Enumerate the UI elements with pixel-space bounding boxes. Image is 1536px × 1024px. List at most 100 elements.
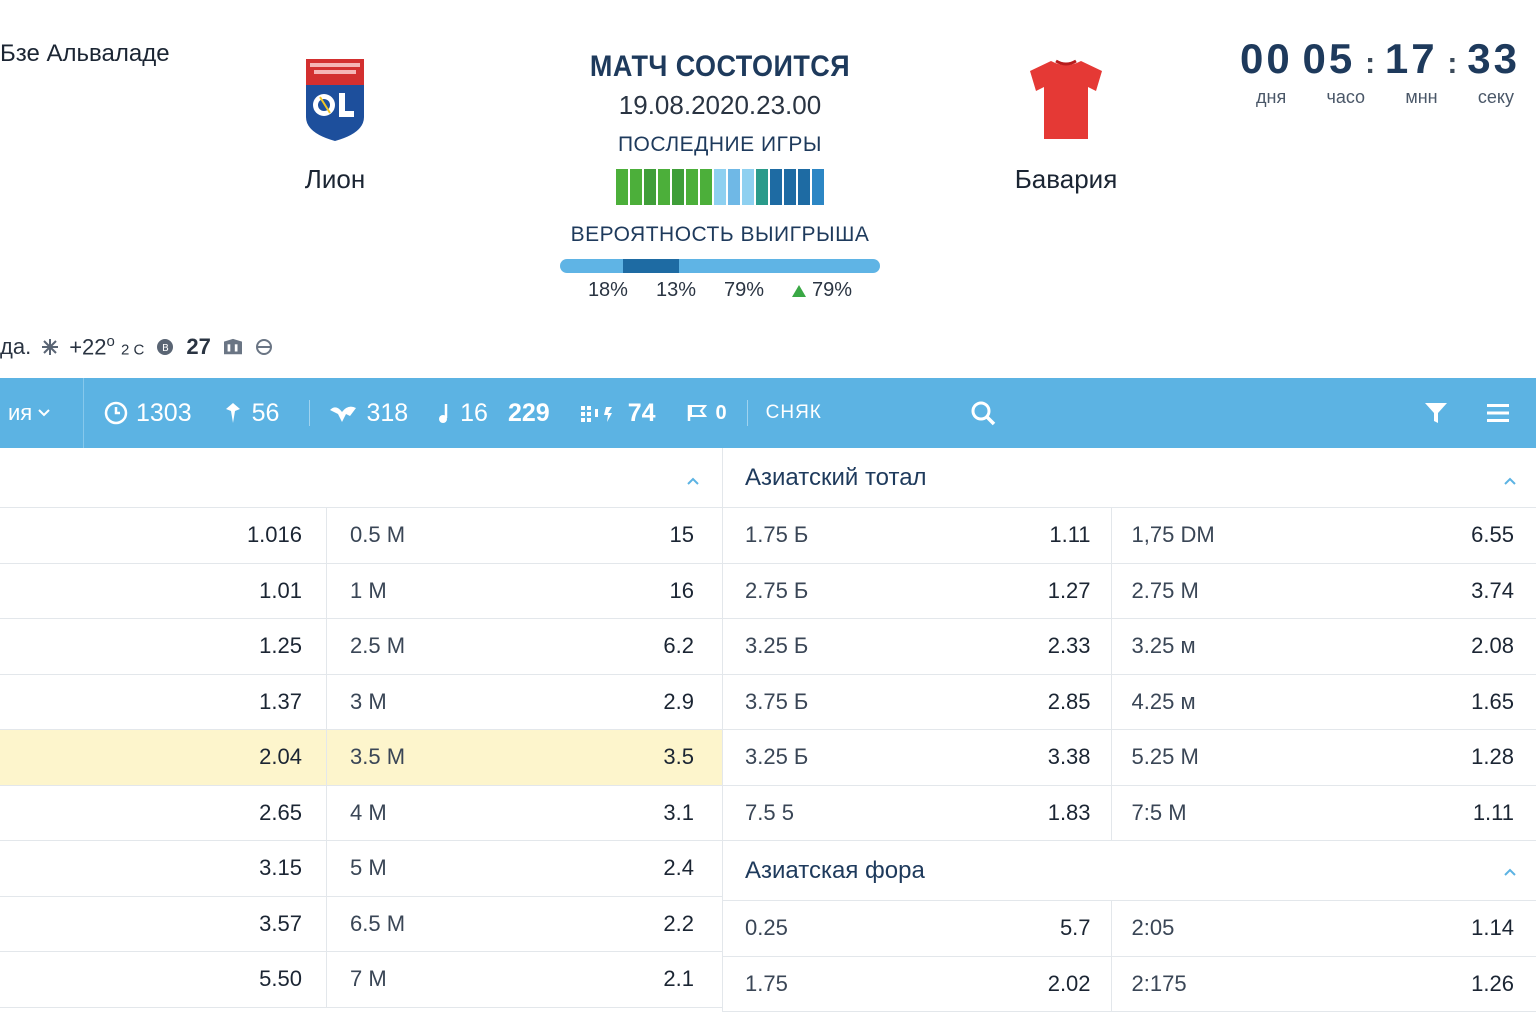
stat-note-value: 16 — [460, 398, 488, 427]
totals-under-cell[interactable]: 2.5 М 6.2 — [327, 619, 722, 674]
odds-cell[interactable]: 3.25 м 2.08 — [1112, 619, 1536, 674]
stat-count[interactable]: 229 — [508, 399, 550, 428]
odds-cell[interactable]: 2:05 1.14 — [1112, 901, 1536, 956]
odds-cell[interactable]: 1.75 Б 1.11 — [723, 508, 1112, 563]
asian-handicap-table: Азиатская фора 0.25 5.7 2:05 1.14 1.75 2.02 2:… — [722, 841, 1536, 1012]
countdown-separator: : — [1365, 47, 1376, 80]
odds-cell[interactable]: 3.75 Б 2.85 — [723, 674, 1112, 729]
odds-label: 1.75 Б — [745, 522, 809, 548]
toolbar-more-label[interactable]: СНЯК — [765, 402, 822, 423]
countdown-minutes-label: мнн — [1405, 87, 1438, 107]
markets-toolbar: ия 1303 56 318 16 229 74 0 — [0, 378, 1536, 448]
market-dropdown-label: ия — [8, 400, 33, 425]
asian-total-row: 7.5 5 1.83 7:5 М 1.11 — [723, 785, 1536, 841]
stat-bird[interactable]: 318 — [328, 399, 408, 428]
totals-under-cell[interactable]: 1 М 16 — [327, 564, 722, 619]
menu-icon[interactable] — [1487, 403, 1509, 423]
odds-value: 1.26 — [1471, 970, 1514, 996]
totals-row: 1.25 2.5 М 6.2 — [0, 619, 722, 675]
odds-cell[interactable]: 5.25 М 1.28 — [1112, 730, 1536, 785]
stat-clock[interactable]: 1303 — [104, 399, 192, 428]
form-bar — [630, 169, 642, 205]
chevron-up-icon[interactable] — [1503, 865, 1517, 879]
stat-pin[interactable]: 56 — [222, 398, 280, 428]
stat-grid-value: 74 — [627, 398, 656, 427]
odds-cell[interactable]: 7.5 5 1.83 — [723, 785, 1112, 840]
totals-over-odd[interactable]: 1.37 — [0, 674, 327, 729]
toolbar-divider — [746, 400, 748, 426]
totals-over-odd[interactable]: 2.04 — [0, 730, 327, 785]
odds-cell[interactable]: 1.75 2.02 — [723, 956, 1112, 1011]
totals-over-odd[interactable]: 1.016 — [0, 508, 327, 563]
stat-flag[interactable]: 0 — [686, 402, 727, 425]
stat-count-value: 229 — [507, 398, 550, 427]
totals-row: 2.65 4 М 3.1 — [0, 785, 722, 841]
stat-pin-value: 56 — [251, 398, 280, 427]
totals-over-odd[interactable]: 3.15 — [0, 841, 327, 896]
odds-label: 1,75 DM — [1131, 522, 1215, 548]
odds-cell[interactable]: 3.25 Б 3.38 — [723, 730, 1112, 785]
countdown-separator: : — [1447, 47, 1458, 80]
odds-cell[interactable]: 2.75 М 3.74 — [1112, 564, 1536, 619]
totals-under-cell[interactable]: 3.5 М 3.5 — [327, 730, 722, 785]
odds-cell[interactable]: 1,75 DM 6.55 — [1112, 508, 1536, 563]
home-prob: 18% — [587, 279, 628, 301]
form-bar — [770, 169, 782, 205]
odds-cell[interactable]: 2.75 Б 1.27 — [723, 563, 1112, 618]
shield-icon — [223, 338, 242, 354]
totals-under-cell[interactable]: 6.5 М 2.2 — [327, 897, 722, 952]
totals-over-odd[interactable]: 1.25 — [0, 619, 327, 674]
home-team[interactable]: Лион — [235, 55, 435, 195]
weather-info: да. +22o 2 C B 27 — [0, 333, 273, 360]
pin-icon — [225, 403, 240, 423]
totals-under-cell[interactable]: 5 М 2.4 — [327, 841, 722, 896]
market-dropdown[interactable]: ия — [0, 378, 84, 448]
match-header: Бзе Альваладе Лион МАТЧ СОСТОИТСЯ 19.08.… — [0, 0, 1536, 378]
totals-under-cell[interactable]: 0.5 М 15 — [327, 508, 722, 563]
away-team[interactable]: Бавария — [966, 55, 1166, 195]
trend-prob: 79% — [792, 279, 852, 302]
odds-label: 5.25 М — [1131, 744, 1199, 770]
odds-cell[interactable]: 0.25 5.7 — [723, 901, 1112, 956]
stat-grid[interactable]: 74 — [580, 399, 656, 428]
asian-total-row: 2.75 Б 1.27 2.75 М 3.74 — [723, 563, 1536, 619]
odds-cell[interactable]: 3.25 Б 2.33 — [723, 619, 1112, 674]
totals-under-odd: 6.2 — [663, 633, 694, 659]
asian-total-header[interactable]: Азиатский тотал — [723, 448, 1536, 508]
asian-handicap-row: 1.75 2.02 2:175 1.26 — [723, 956, 1536, 1012]
filter-icon[interactable] — [1424, 402, 1448, 424]
chevron-up-icon[interactable] — [1503, 474, 1517, 488]
totals-row: 3.15 5 М 2.4 — [0, 841, 722, 897]
totals-under-cell[interactable]: 4 М 3.1 — [327, 786, 722, 841]
draw-probability-segment — [622, 259, 680, 273]
totals-table-header — [0, 448, 722, 508]
totals-over-odd[interactable]: 2.65 — [0, 785, 327, 840]
odds-value: 3.38 — [1047, 744, 1091, 770]
countdown-timer: 00 05 : 17 : 33 дня часо мнн секу — [1240, 35, 1520, 108]
totals-row: 5.50 7 М 2.1 — [0, 952, 722, 1008]
match-info: МАТЧ СОСТОИТСЯ 19.08.2020.23.00 ПОСЛЕДНИ… — [540, 50, 900, 302]
search-icon[interactable] — [970, 400, 996, 426]
away-prob: 79% — [724, 279, 765, 301]
odds-cell[interactable]: 2:175 1.26 — [1112, 957, 1536, 1012]
odds-value: 1.65 — [1471, 688, 1514, 714]
odds-value: 2.33 — [1047, 633, 1091, 659]
totals-under-label: 3.5 М — [350, 744, 406, 770]
chevron-up-icon[interactable] — [686, 474, 700, 488]
stat-note[interactable]: 16 — [438, 399, 488, 428]
totals-under-label: 2.5 М — [350, 633, 406, 659]
totals-under-cell[interactable]: 3 М 2.9 — [327, 675, 722, 730]
odds-label: 3.25 Б — [745, 633, 809, 659]
form-bar — [700, 169, 712, 205]
asian-handicap-header[interactable]: Азиатская фора — [723, 841, 1536, 901]
totals-over-odd[interactable]: 1.01 — [0, 563, 327, 618]
totals-over-odd[interactable]: 5.50 — [0, 952, 327, 1007]
form-bar — [686, 169, 698, 205]
countdown-seconds-label: секу — [1477, 87, 1514, 107]
totals-under-cell[interactable]: 7 М 2.1 — [327, 952, 722, 1007]
odds-cell[interactable]: 4.25 м 1.65 — [1112, 675, 1536, 730]
red-shirt-icon — [1030, 59, 1102, 139]
weather-degree: o — [106, 333, 115, 350]
odds-cell[interactable]: 7:5 М 1.11 — [1112, 786, 1536, 841]
totals-over-odd[interactable]: 3.57 — [0, 896, 327, 951]
